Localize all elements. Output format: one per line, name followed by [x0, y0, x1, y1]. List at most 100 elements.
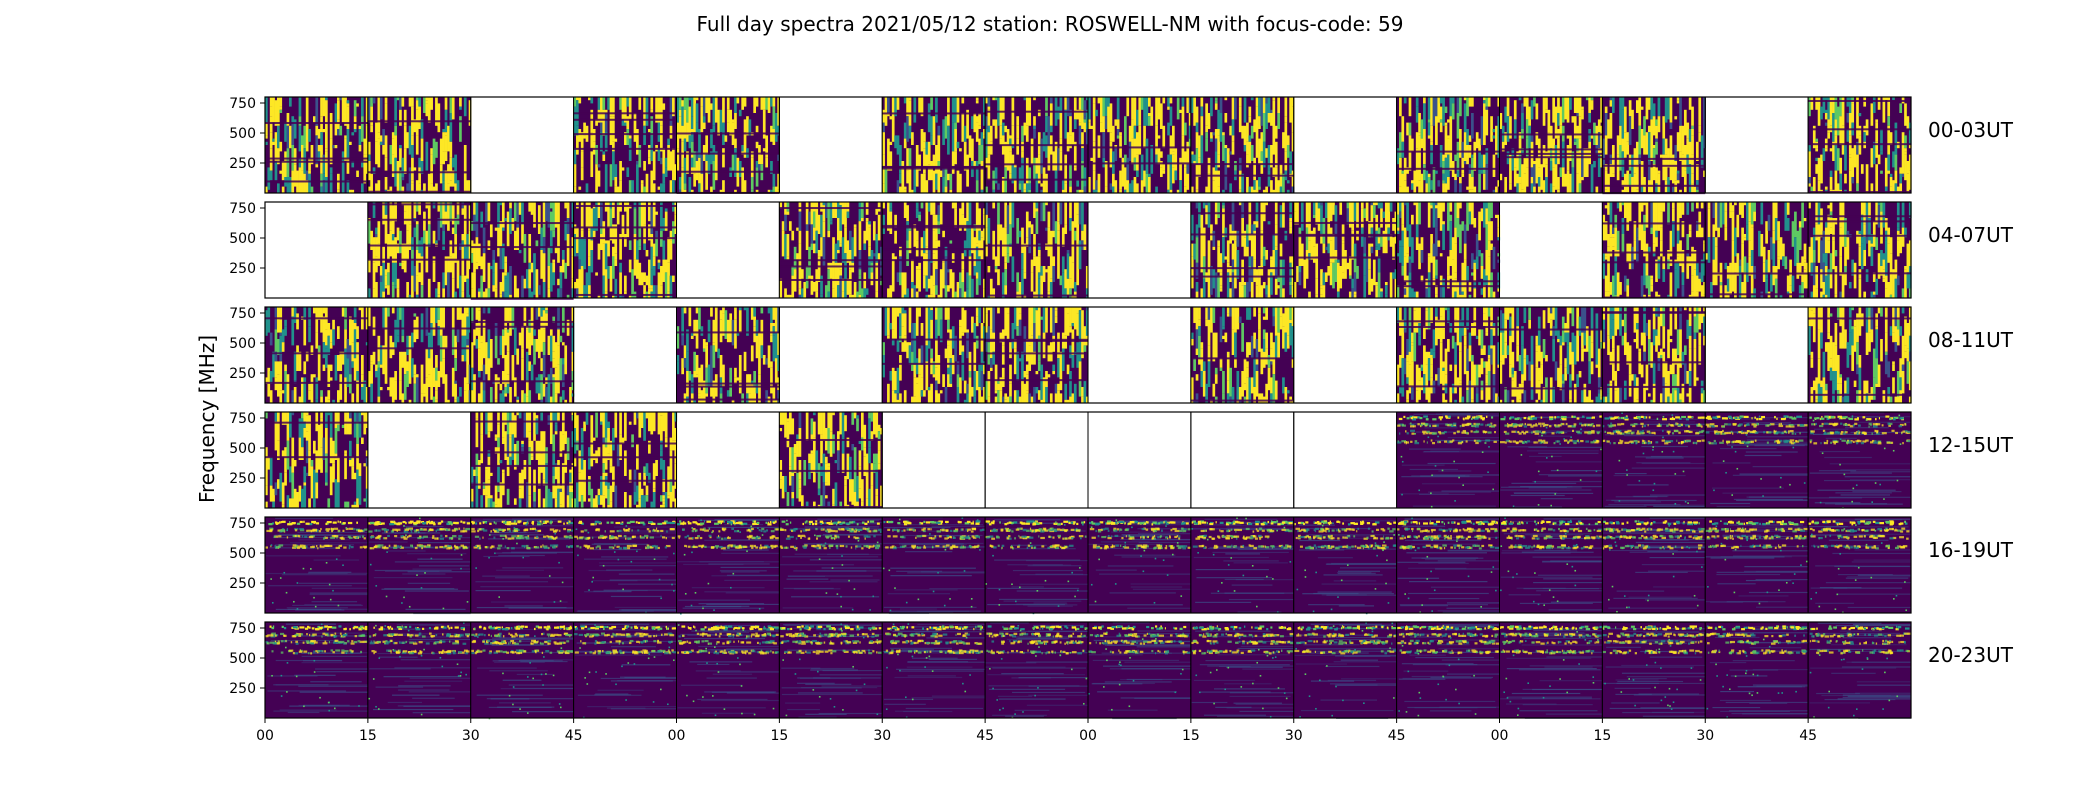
- spectra-pixel: [1839, 256, 1843, 276]
- spectra-pixel: [1578, 97, 1582, 117]
- spectra-pixel: [1640, 275, 1644, 298]
- spectra-pixel: [494, 288, 498, 298]
- spectra-pixel: [375, 227, 378, 234]
- spectra-pixel: [1217, 154, 1220, 168]
- spectra-pixel: [363, 145, 367, 155]
- spectra-pixel: [284, 326, 287, 336]
- spectra-pixel: [1399, 132, 1402, 158]
- spectra-pixel: [293, 351, 297, 381]
- spectra-pixel: [1726, 266, 1730, 279]
- spectra-pixel: [1848, 154, 1852, 158]
- spectra-pixel: [406, 183, 409, 193]
- spectra-pixel: [1411, 387, 1414, 400]
- spectra-pixel: [578, 282, 582, 298]
- panel-cell: [778, 201, 883, 299]
- spectra-pixel: [1420, 145, 1424, 149]
- spectra-pixel: [1112, 173, 1115, 187]
- spectra-pixel: [1092, 189, 1096, 193]
- spectra-pixel: [1676, 180, 1680, 184]
- spectra-pixel: [1057, 106, 1060, 120]
- spectra-pixel: [853, 282, 857, 298]
- spectra-pixel: [528, 269, 532, 289]
- spectra-pixel: [609, 227, 613, 241]
- spectra-pixel: [1808, 202, 1811, 209]
- spectra-pixel: [1042, 332, 1046, 359]
- spectra-band: [1396, 385, 1500, 388]
- spectra-pixel: [1483, 345, 1486, 355]
- spectra-pixel: [540, 307, 544, 317]
- spectra-pixel: [1729, 202, 1732, 212]
- spectra-pixel: [650, 246, 654, 270]
- spectra-pixel: [1492, 345, 1496, 375]
- spectra-pixel: [1198, 157, 1201, 177]
- spectra-pixel: [1013, 348, 1017, 375]
- spectra-pixel: [1023, 183, 1027, 190]
- spectra-pixel: [1248, 106, 1252, 117]
- spectra-pixel: [367, 186, 371, 193]
- spectra-pixel: [1190, 332, 1194, 339]
- spectra-pixel: [1454, 291, 1457, 298]
- spectra-pixel: [413, 227, 417, 238]
- spectra-pixel: [1066, 364, 1070, 371]
- spectra-pixel: [1248, 202, 1252, 212]
- spectra-pixel: [279, 319, 283, 333]
- spectra-pixel: [1253, 119, 1256, 133]
- spectra-pixel: [915, 307, 919, 336]
- spectra-pixel: [655, 285, 658, 298]
- spectra-pixel: [1262, 307, 1266, 314]
- spectra-pixel: [1444, 183, 1448, 193]
- spectra-pixel: [1033, 256, 1036, 266]
- spectra-pixel: [755, 383, 759, 394]
- spectra-pixel: [1777, 259, 1780, 270]
- spectra-pixel: [339, 374, 343, 400]
- spectra-pixel: [932, 253, 936, 263]
- spectra-pixel: [1659, 154, 1663, 158]
- spectra-pixel: [667, 237, 670, 263]
- spectra-pixel: [1829, 227, 1833, 234]
- spectra-pixel: [439, 307, 443, 336]
- spectra-pixel: [1033, 202, 1036, 218]
- spectra-band: [1808, 234, 1911, 237]
- spectra-pixel: [889, 151, 893, 171]
- spectra-pixel: [1865, 119, 1869, 136]
- spectra-pixel: [1167, 164, 1170, 190]
- spectra-pixel: [1908, 170, 1912, 190]
- spectra-pixel: [1444, 106, 1448, 113]
- spectra-pixel: [1016, 138, 1020, 155]
- spectra-pixel: [1399, 240, 1402, 247]
- spectra-pixel: [1887, 116, 1891, 126]
- spectra-pixel: [1351, 278, 1355, 289]
- spectra-pixel: [1607, 202, 1610, 215]
- panel-cell: [264, 306, 369, 404]
- spectra-pixel: [423, 230, 426, 244]
- spectra-pixel: [932, 154, 936, 168]
- spectra-pixel: [1262, 141, 1266, 168]
- spectra-pixel: [1860, 164, 1864, 174]
- spectra-pixel: [636, 164, 639, 177]
- spectra-pixel: [1810, 237, 1814, 263]
- spectra-pixel: [1475, 256, 1479, 270]
- spectra-pixel: [1604, 164, 1608, 171]
- spectra-pixel: [447, 272, 450, 298]
- spectra-pixel: [310, 374, 314, 403]
- spectra-pixel: [753, 387, 756, 403]
- spectra-pixel: [1222, 237, 1225, 263]
- spectra-pixel: [777, 390, 780, 403]
- spectra-pixel: [322, 129, 326, 133]
- spectra-pixel: [717, 348, 720, 359]
- spectra-pixel: [812, 227, 816, 241]
- spectra-pixel: [1322, 218, 1326, 244]
- spectra-pixel: [1365, 256, 1369, 282]
- spectra-pixel: [803, 282, 807, 298]
- spectra-pixel: [882, 109, 885, 123]
- spectra-pixel: [1834, 177, 1838, 193]
- spectra-pixel: [1157, 148, 1161, 165]
- spectra-pixel: [698, 129, 701, 158]
- spectra-pixel: [1504, 132, 1507, 145]
- spectra-pixel: [1786, 202, 1790, 215]
- spectra-pixel: [1049, 230, 1053, 250]
- spectra-pixel: [1896, 250, 1900, 257]
- spectra-pixel: [1167, 122, 1170, 136]
- spectra-pixel: [951, 97, 955, 123]
- spectra-pixel: [942, 119, 945, 145]
